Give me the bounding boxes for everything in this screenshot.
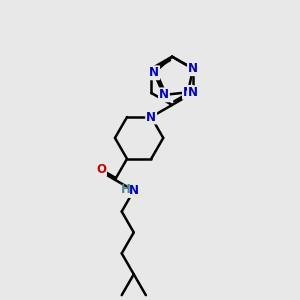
Text: N: N <box>159 88 169 101</box>
Text: N: N <box>183 86 193 99</box>
Text: N: N <box>188 62 198 75</box>
Text: N: N <box>149 66 159 79</box>
Text: O: O <box>96 163 106 176</box>
Text: N: N <box>129 184 139 197</box>
Text: N: N <box>146 110 156 124</box>
Text: H: H <box>121 183 131 196</box>
Text: N: N <box>188 86 198 99</box>
